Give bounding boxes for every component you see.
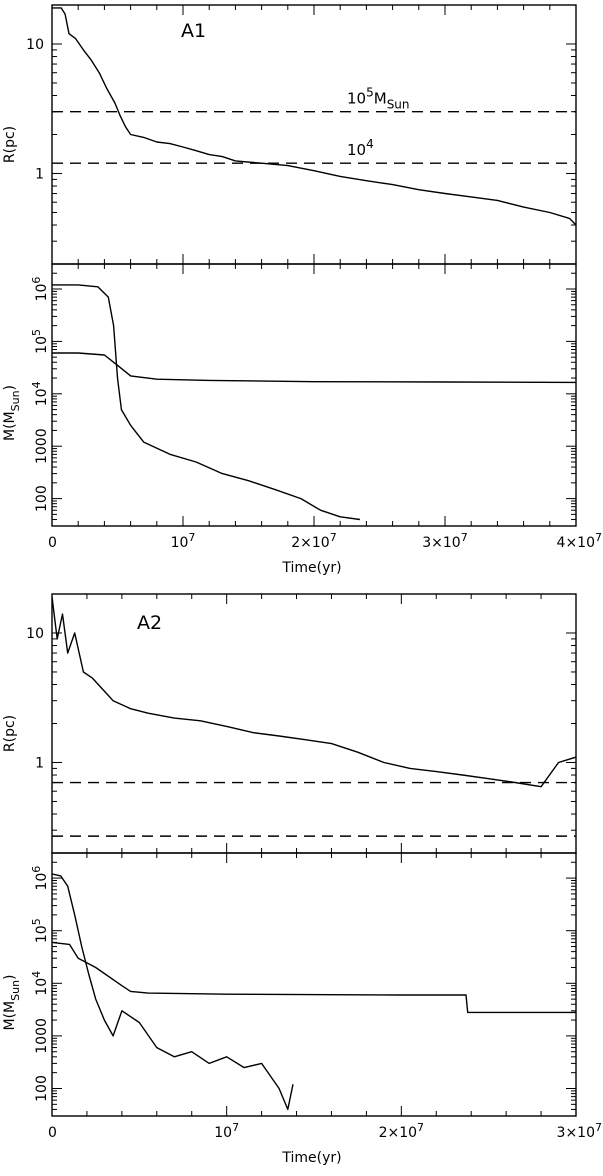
x-axis-label: Time(yr): [281, 560, 341, 576]
x-tick-label: 0: [48, 1125, 57, 1141]
plot-frame: [51, 263, 577, 527]
reference-line-label: 104: [347, 137, 374, 159]
reference-line-label: 105MSun: [347, 86, 410, 112]
y-tick-label: 1000: [34, 428, 50, 464]
series-line-R: [52, 7, 576, 226]
y-axis-label: R(pc): [2, 126, 18, 163]
x-tick-label: 107: [214, 1121, 239, 1141]
y-tick-label: 1: [35, 755, 44, 771]
y-tick-label: 1000: [34, 1018, 50, 1054]
y-tick-label: 104: [30, 381, 50, 406]
y-tick-label: 104: [30, 971, 50, 996]
y-tick-label: 100: [34, 1075, 50, 1102]
x-tick-label: 107: [171, 531, 196, 551]
x-tick-label: 3×107: [422, 531, 467, 551]
series-line-bound-mass: [52, 352, 576, 384]
y-tick-label: 105: [30, 918, 50, 943]
series-line-R: [52, 596, 576, 788]
y-tick-label: 106: [30, 277, 50, 302]
panel-A2-mass: M(MSun): [2, 852, 577, 1117]
x-tick-label: 0: [48, 535, 57, 551]
panel-A1-mass: M(MSun): [2, 263, 577, 527]
panel-label: A2: [137, 612, 162, 634]
x-tick-label: 3×107: [557, 1121, 602, 1141]
y-tick-label: 100: [34, 485, 50, 512]
series-line-bound-mass: [52, 941, 576, 1014]
panel-A2-radius: [51, 593, 577, 854]
panel-label: A1: [181, 20, 206, 42]
x-tick-label: 4×107: [557, 531, 602, 551]
y-axis-label: M(MSun): [2, 385, 22, 441]
series-line-cluster-mass: [52, 873, 294, 1111]
x-axis-label: Time(yr): [281, 1150, 341, 1166]
panel-A1-radius: 105MSun 104: [51, 4, 577, 265]
x-tick-label: 2×107: [379, 1121, 424, 1141]
y-tick-label: 1: [35, 166, 44, 182]
y-axis-label: M(MSun): [2, 974, 22, 1030]
series-line-cluster-mass: [52, 284, 360, 521]
y-tick-label: 10: [26, 626, 44, 642]
plot-frame: [51, 593, 577, 854]
y-tick-label: 10: [26, 37, 44, 53]
x-tick-label: 2×107: [291, 531, 336, 551]
y-tick-label: 106: [30, 866, 50, 891]
y-tick-label: 105: [30, 329, 50, 354]
plot-frame: [51, 852, 577, 1117]
y-axis-label: R(pc): [2, 715, 18, 752]
